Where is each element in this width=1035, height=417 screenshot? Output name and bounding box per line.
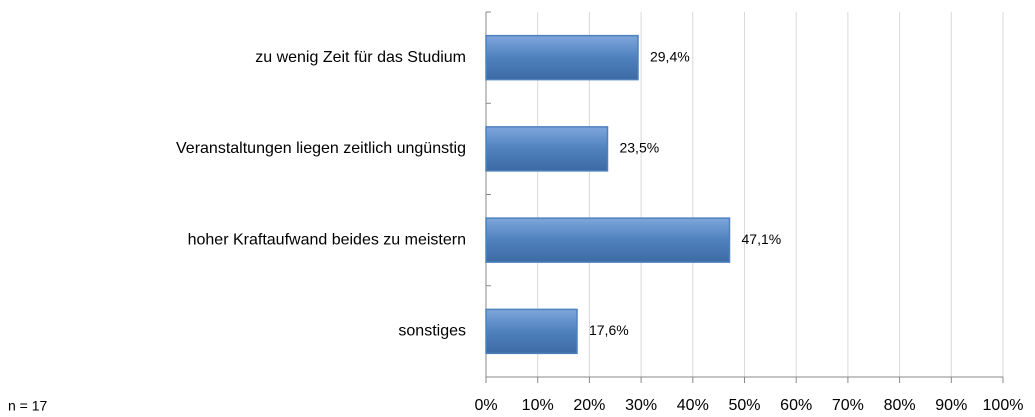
x-tick-label: 70% — [832, 397, 864, 414]
y-tick-label: sonstiges — [398, 323, 466, 340]
bar — [485, 308, 578, 355]
x-tick-label: 100% — [983, 397, 1024, 414]
x-tick-label: 80% — [884, 397, 916, 414]
y-tick-label: zu wenig Zeit für das Studium — [255, 49, 466, 66]
x-tick-label: 60% — [780, 397, 812, 414]
x-tick-label: 20% — [573, 397, 605, 414]
x-tick-label: 10% — [522, 397, 554, 414]
bar — [485, 34, 639, 81]
bar — [485, 126, 609, 172]
value-label: 23,5% — [619, 140, 659, 156]
annotation: n = 17 — [8, 398, 48, 414]
x-tick-label: 30% — [625, 397, 657, 414]
value-label: 17,6% — [589, 322, 629, 338]
value-label: 29,4% — [650, 48, 690, 64]
x-tick-label: 40% — [677, 397, 709, 414]
y-tick-label: hoher Kraftaufwand beides zu meistern — [188, 231, 466, 248]
value-label: 47,1% — [742, 231, 782, 247]
y-tick-label: Veranstaltungen liegen zeitlich ungünsti… — [176, 140, 466, 157]
x-tick-label: 50% — [728, 397, 760, 414]
bar — [485, 217, 731, 263]
x-tick-label: 0% — [474, 397, 497, 414]
x-tick-label: 90% — [935, 397, 967, 414]
